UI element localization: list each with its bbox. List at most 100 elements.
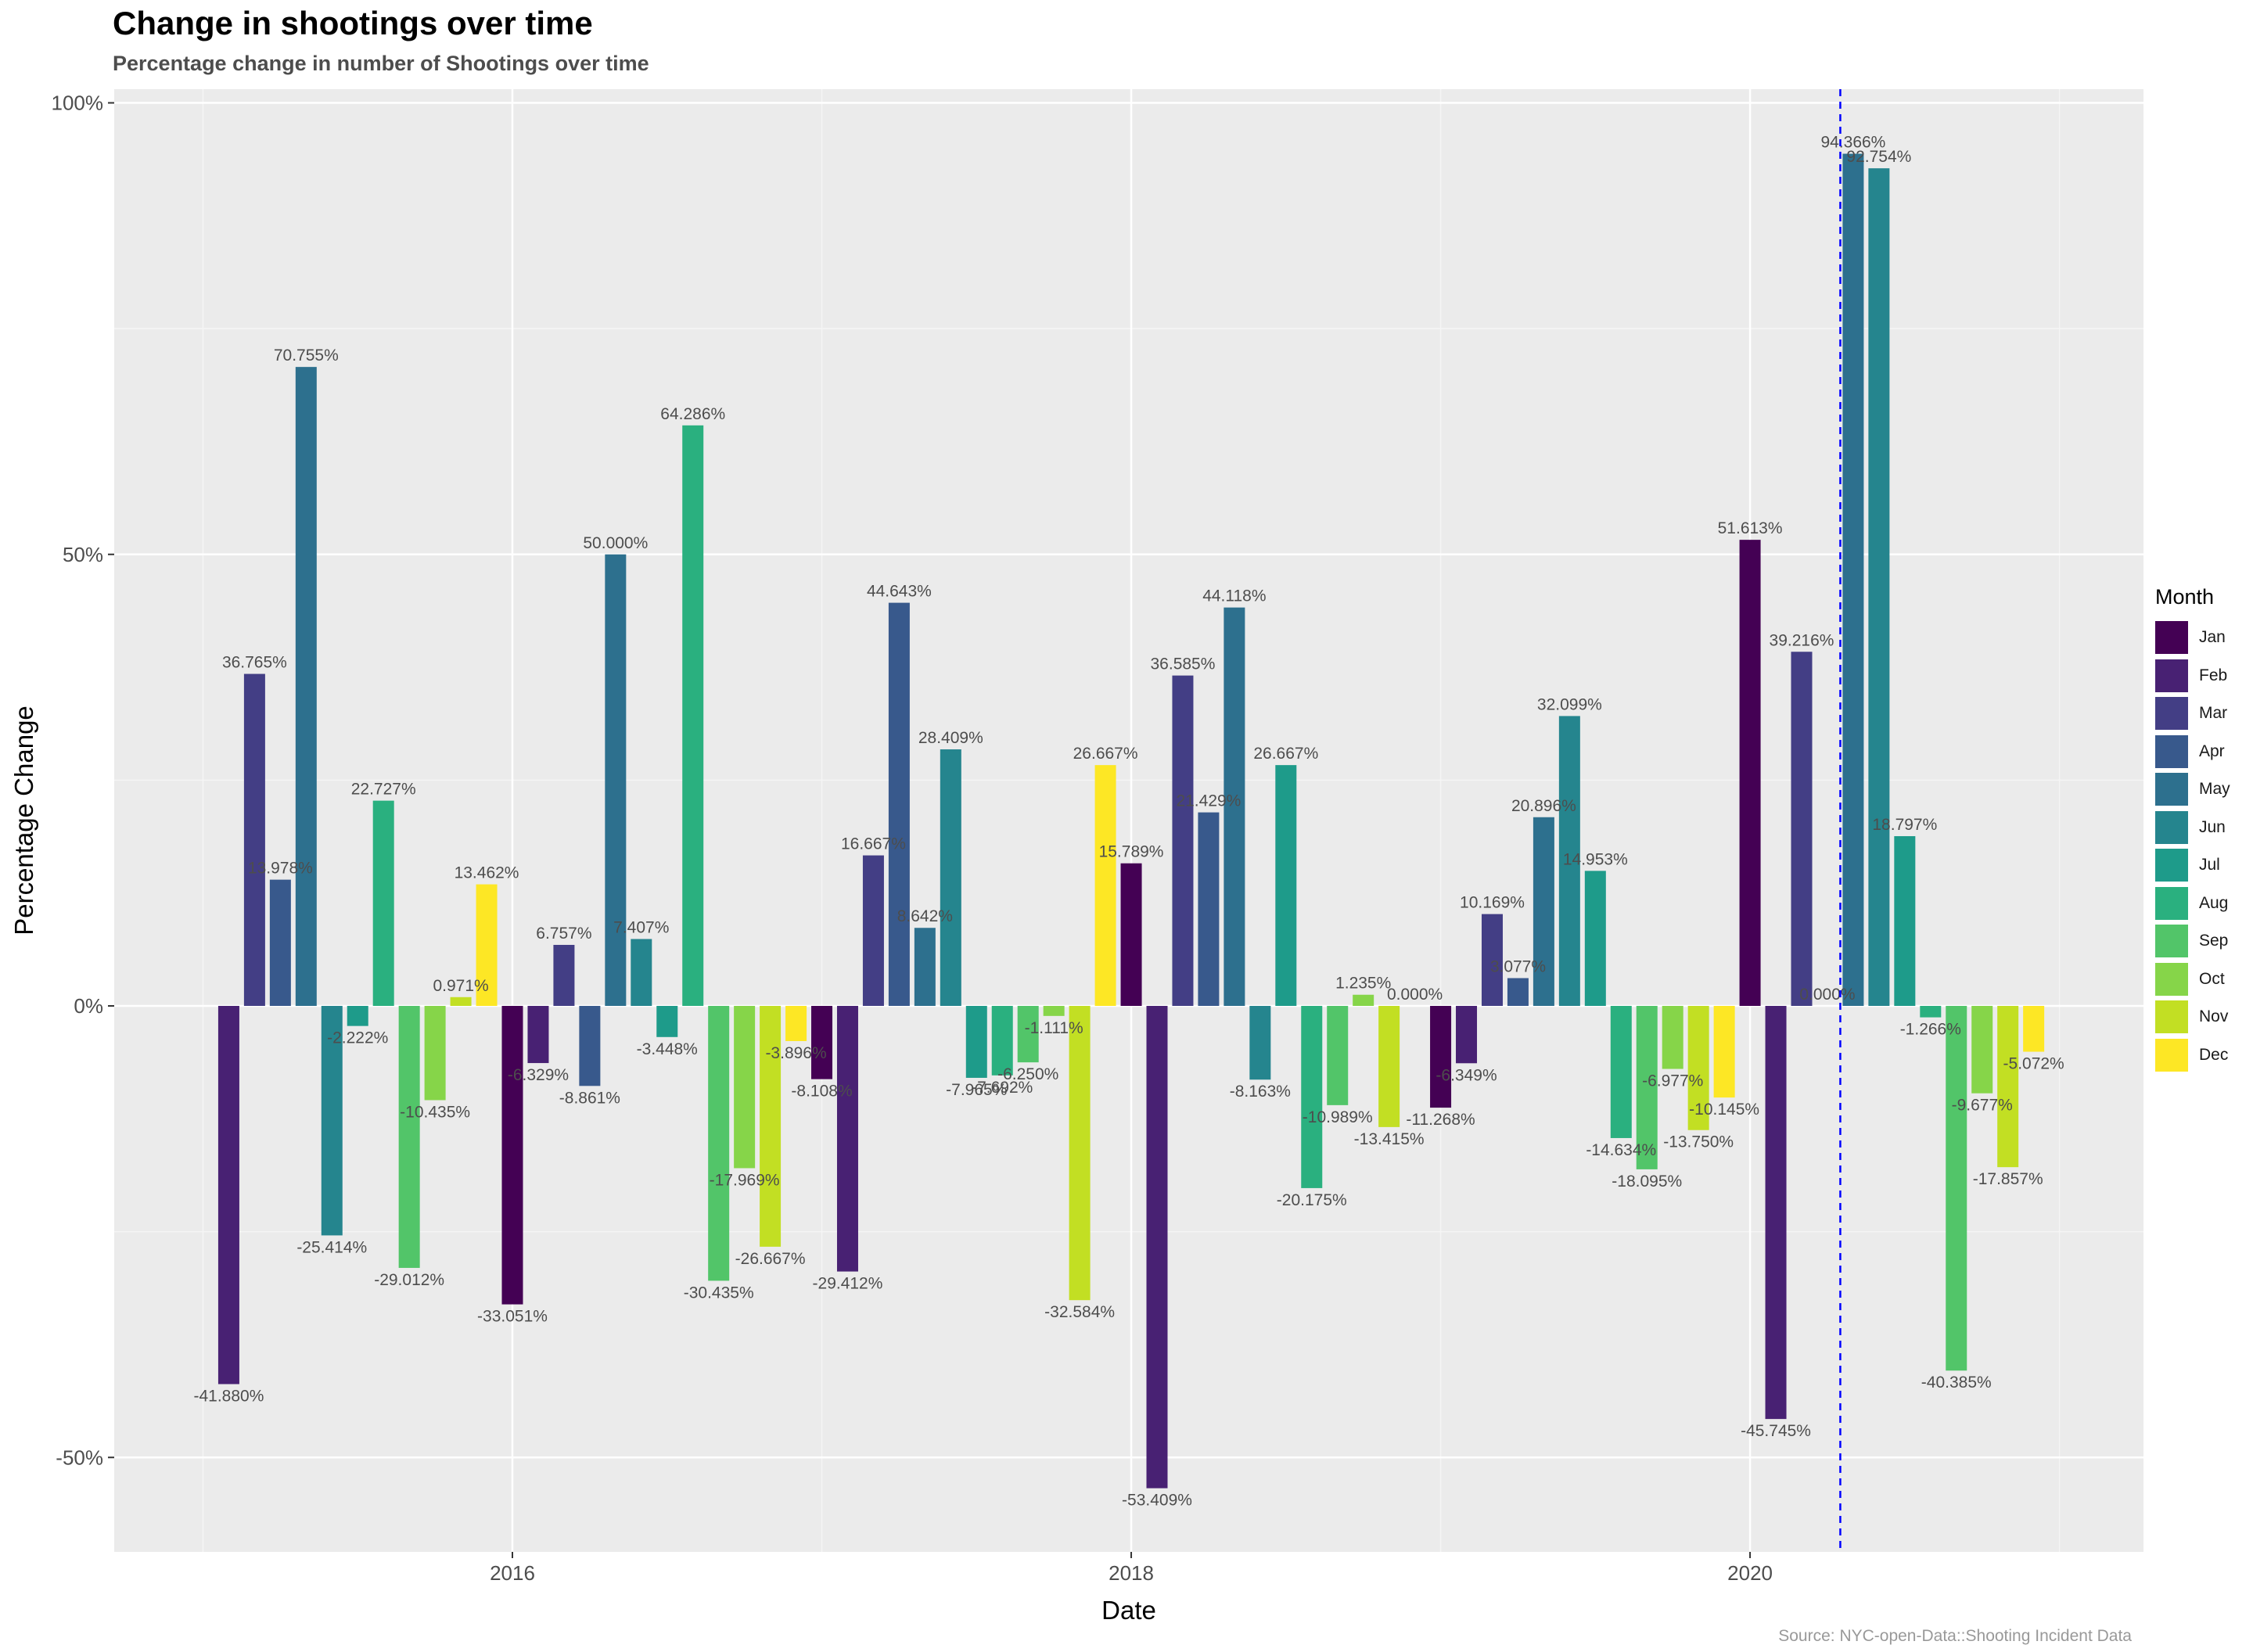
grid-minor xyxy=(114,89,2143,1552)
bar xyxy=(811,1006,833,1079)
bar xyxy=(708,1006,730,1281)
bar-value-label: -40.385% xyxy=(1921,1374,1992,1392)
legend-title: Month xyxy=(2155,585,2215,609)
bar-value-label: 18.797% xyxy=(1872,816,1937,834)
bar xyxy=(1456,1006,1478,1064)
bar-value-label: 92.754% xyxy=(1846,148,1911,166)
bar-value-label: -8.108% xyxy=(791,1083,852,1101)
legend-item: May xyxy=(2155,770,2230,809)
bar-value-label: 26.667% xyxy=(1253,745,1318,763)
legend-key xyxy=(2155,810,2188,844)
bar-value-label: 94.366% xyxy=(1820,134,1885,152)
bar-value-label: 0.000% xyxy=(1387,986,1443,1004)
bar-value-label: -18.095% xyxy=(1612,1173,1682,1191)
bar-value-label: 16.667% xyxy=(841,835,906,853)
bar xyxy=(1533,817,1554,1006)
bar xyxy=(1687,1006,1709,1130)
bar xyxy=(1043,1006,1065,1016)
bar xyxy=(1713,1006,1735,1098)
chart-title: Change in shootings over time xyxy=(113,5,593,41)
bar-value-label: 32.099% xyxy=(1537,695,1602,713)
bar xyxy=(836,1006,858,1272)
bar xyxy=(1120,863,1142,1006)
y-axis-title: Percentage Change xyxy=(9,706,38,936)
bar-value-label: -7.965% xyxy=(946,1081,1007,1099)
bar xyxy=(1894,835,1916,1006)
legend-key xyxy=(2155,621,2188,655)
x-axis: 2016 2018 2020 xyxy=(490,1552,1773,1585)
legend-item: Oct xyxy=(2155,961,2230,999)
bar-value-label: -8.163% xyxy=(1230,1083,1291,1101)
bar xyxy=(1353,994,1374,1006)
bar xyxy=(656,1006,678,1037)
legend-label: May xyxy=(2199,780,2230,799)
bar xyxy=(424,1006,446,1101)
legend-label: Aug xyxy=(2199,893,2229,912)
bar xyxy=(398,1006,420,1268)
bar xyxy=(1584,871,1606,1006)
legend-label: Apr xyxy=(2199,742,2225,760)
bar-value-label: -26.667% xyxy=(735,1250,806,1268)
legend-key xyxy=(2155,773,2188,806)
bar-value-label: -1.266% xyxy=(1900,1021,1961,1039)
legend-item: Nov xyxy=(2155,998,2230,1036)
bar xyxy=(1842,153,1864,1006)
bar-value-label: -53.409% xyxy=(1122,1492,1192,1510)
bar xyxy=(1997,1006,2019,1168)
legend-label: Jul xyxy=(2199,856,2220,874)
y-axis: 100% 50% 0% -50% xyxy=(52,92,114,1469)
bar-value-label: 8.642% xyxy=(897,907,953,925)
bar-value-label: -20.175% xyxy=(1277,1191,1347,1209)
bar-value-label: 20.896% xyxy=(1511,797,1576,815)
bar-value-label: -14.634% xyxy=(1586,1141,1656,1159)
bar-value-label: 26.667% xyxy=(1073,745,1138,763)
bar xyxy=(476,884,498,1006)
bar-value-label: -7.692% xyxy=(972,1079,1033,1097)
bar-value-label: 1.235% xyxy=(1335,975,1391,993)
bar xyxy=(1198,812,1220,1006)
bar-value-label: -13.750% xyxy=(1663,1133,1734,1151)
bar xyxy=(1069,1006,1091,1301)
bar-value-label: -6.329% xyxy=(508,1066,569,1084)
bar-value-label: -6.349% xyxy=(1436,1066,1497,1084)
bar xyxy=(269,879,291,1006)
bar xyxy=(372,800,394,1006)
bar xyxy=(1946,1006,1967,1371)
bar xyxy=(1920,1006,1942,1018)
bar xyxy=(682,425,704,1006)
legend-label: Dec xyxy=(2199,1045,2229,1064)
legend-item: Apr xyxy=(2155,733,2230,771)
bar-value-label: 51.613% xyxy=(1718,519,1783,537)
legend-label: Jun xyxy=(2199,817,2226,836)
bar xyxy=(1378,1006,1400,1127)
legend-key xyxy=(2155,1000,2188,1034)
legend-item: Jun xyxy=(2155,809,2230,847)
bar xyxy=(450,997,472,1006)
legend-label: Jan xyxy=(2199,628,2226,647)
bar-value-label: 39.216% xyxy=(1770,631,1834,649)
bar xyxy=(321,1006,343,1236)
bar xyxy=(1094,765,1116,1006)
bar xyxy=(243,673,265,1006)
bar xyxy=(1765,1006,1787,1420)
plot-panel xyxy=(114,89,2143,1552)
bar-value-label: -33.051% xyxy=(477,1308,548,1326)
bar xyxy=(1868,168,1890,1007)
bar xyxy=(734,1006,756,1169)
bar xyxy=(1172,675,1194,1006)
bar xyxy=(1017,1006,1039,1063)
bar xyxy=(760,1006,782,1247)
bar-value-label: -10.989% xyxy=(1303,1108,1373,1126)
legend-label: Sep xyxy=(2199,932,2229,950)
bar-value-label: 0.971% xyxy=(433,977,488,995)
legend-item: Jan xyxy=(2155,619,2230,657)
bar-value-label: 36.585% xyxy=(1151,655,1216,673)
bar-value-label: -25.414% xyxy=(296,1238,367,1256)
bar xyxy=(295,367,317,1006)
bar-value-label: -3.896% xyxy=(765,1044,826,1062)
legend-key xyxy=(2155,849,2188,882)
bar-value-label: 28.409% xyxy=(918,729,983,747)
y-tick-label: -50% xyxy=(56,1446,103,1469)
bar xyxy=(217,1006,239,1384)
